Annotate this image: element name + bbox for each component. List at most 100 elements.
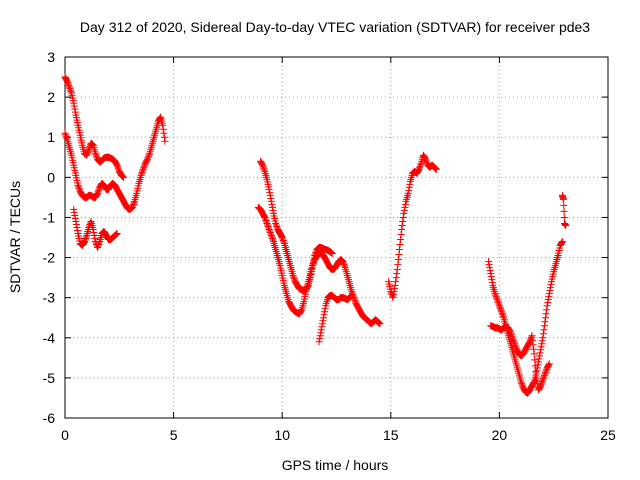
data-point: [328, 250, 336, 258]
data-point: [560, 201, 568, 209]
data-point: [512, 343, 520, 351]
data-point: [375, 319, 383, 327]
data-point: [297, 307, 305, 315]
data-point: [90, 231, 98, 239]
data-point: [432, 165, 440, 173]
data-point: [160, 129, 168, 137]
data-point: [259, 163, 267, 171]
data-point: [262, 218, 270, 226]
y-tick-label: 3: [47, 49, 55, 65]
data-point: [67, 88, 75, 96]
data-point: [267, 197, 275, 205]
data-point: [318, 320, 326, 328]
data-point: [71, 105, 79, 113]
data-point: [119, 172, 127, 180]
data-point: [289, 272, 297, 280]
data-point: [73, 226, 81, 234]
data-point: [406, 180, 414, 188]
data-point: [540, 373, 548, 381]
data-point: [392, 274, 400, 282]
data-point: [390, 291, 398, 299]
data-point: [327, 248, 335, 256]
data-point: [510, 337, 518, 345]
data-point: [267, 230, 275, 238]
data-point: [312, 249, 320, 257]
data-point: [543, 306, 551, 314]
data-point: [113, 229, 121, 237]
y-axis-label: SDTVAR / TECUs: [7, 181, 23, 293]
data-point: [507, 331, 515, 339]
data-point: [498, 309, 506, 317]
data-point: [91, 235, 99, 243]
data-point: [529, 341, 537, 349]
data-point: [350, 295, 358, 303]
data-point: [432, 165, 440, 173]
data-point: [62, 131, 70, 139]
data-point: [268, 235, 276, 243]
data-point: [374, 318, 382, 326]
data-point: [509, 335, 517, 343]
data-point: [346, 293, 354, 301]
data-point: [318, 323, 326, 331]
data-point: [129, 200, 137, 208]
data-point: [539, 374, 547, 382]
data-point: [397, 236, 405, 244]
series-sat-e: [256, 157, 336, 294]
y-tick-labels: -6 -5 -4 -3 -2 -1 0 1 2 3: [43, 49, 56, 426]
data-point: [129, 202, 137, 210]
data-point: [315, 338, 323, 346]
data-point: [278, 234, 286, 241]
x-tick-label: 25: [600, 427, 616, 443]
data-point: [488, 279, 496, 287]
data-point: [316, 335, 324, 343]
data-point: [388, 292, 396, 300]
data-point: [279, 235, 287, 243]
data-point: [66, 85, 74, 93]
data-point: [64, 80, 72, 88]
data-point: [156, 114, 164, 122]
data-point: [530, 350, 538, 358]
data-point: [268, 203, 276, 211]
data-point: [111, 231, 119, 239]
data-point: [558, 238, 566, 246]
data-point: [311, 252, 319, 260]
series-sat-j: [558, 191, 570, 229]
series-sat-h: [485, 238, 566, 397]
data-point: [485, 258, 493, 266]
data-point: [118, 172, 126, 180]
data-point: [138, 170, 146, 178]
data-point: [63, 77, 71, 85]
data-point: [496, 305, 504, 313]
x-tick-label: 20: [492, 427, 508, 443]
data-point: [63, 134, 71, 142]
data-point: [317, 329, 325, 337]
data-point: [393, 266, 401, 274]
data-point: [545, 290, 553, 298]
x-tick-labels: 0 5 10 15 20 25: [61, 427, 616, 443]
data-point: [84, 147, 92, 155]
data-point: [542, 310, 550, 318]
data-point: [137, 171, 145, 179]
data-point: [391, 282, 399, 290]
data-point: [267, 231, 275, 239]
data-point: [390, 288, 398, 296]
data-point: [393, 270, 401, 278]
data-point: [266, 191, 274, 199]
data-point: [544, 299, 552, 307]
data-point: [280, 238, 288, 246]
x-axis-label: GPS time / hours: [282, 457, 389, 473]
data-point: [532, 368, 540, 376]
data-point: [84, 148, 92, 156]
data-point: [541, 318, 549, 326]
data-point: [112, 230, 120, 238]
data-point: [508, 334, 516, 342]
data-point: [120, 173, 128, 181]
data-point: [72, 217, 80, 225]
data-point: [90, 228, 98, 236]
data-point: [537, 382, 545, 390]
data-point: [145, 152, 153, 160]
data-point: [272, 219, 280, 227]
data-point: [82, 233, 90, 241]
data-point: [485, 261, 493, 269]
data-point: [81, 238, 89, 246]
